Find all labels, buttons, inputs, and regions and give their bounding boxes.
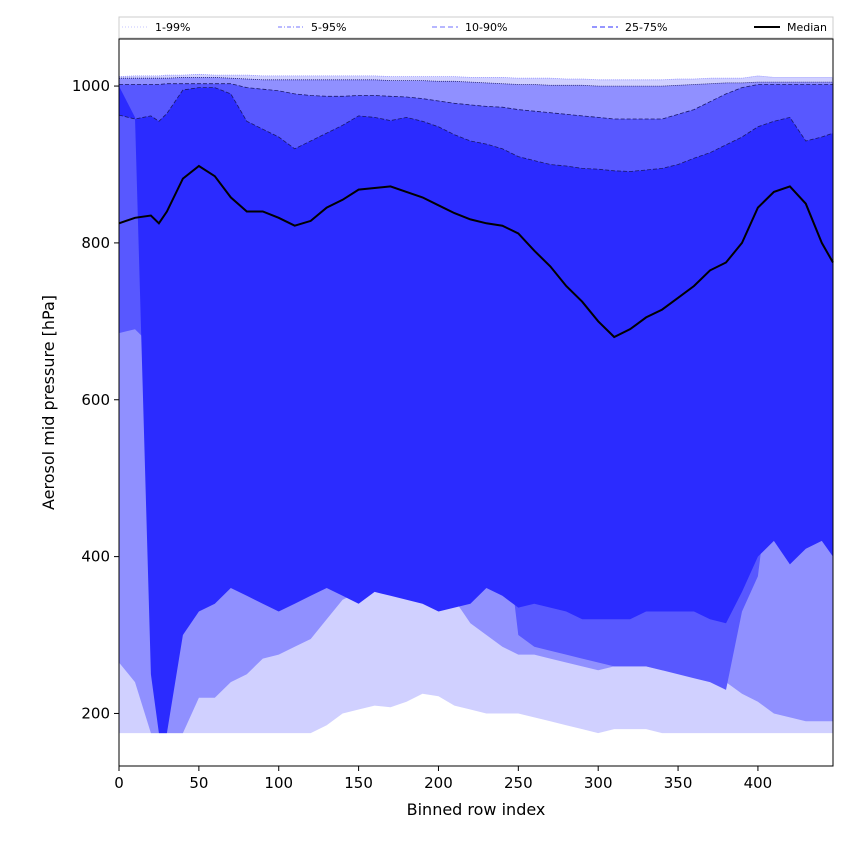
x-tick-label-100: 100 — [264, 774, 293, 792]
x-tick-label-350: 350 — [664, 774, 693, 792]
y-tick-label-200: 200 — [81, 704, 110, 722]
y-tick-label-1000: 1000 — [72, 77, 110, 95]
band-area-3 — [119, 86, 833, 734]
x-axis: 0 50 100 150 200 250 300 350 400 — [114, 766, 772, 792]
legend-box — [118, 16, 834, 39]
band-edge-2 — [119, 83, 833, 120]
x-tick-label-200: 200 — [424, 774, 453, 792]
y-tick-label-600: 600 — [81, 391, 110, 409]
y-tick-label-800: 800 — [81, 234, 110, 252]
band-edge-0 — [118, 73, 833, 81]
legend-label-3: 25-75% — [625, 21, 667, 34]
y-axis-title: Aerosol mid pressure [hPa] — [39, 295, 58, 510]
median-line — [118, 164, 834, 339]
x-tick-label-150: 150 — [344, 774, 373, 792]
x-tick-label-0: 0 — [114, 774, 124, 792]
x-tick-label-250: 250 — [504, 774, 533, 792]
legend-label-4: Median — [787, 21, 827, 34]
legend-label-2: 10-90% — [465, 21, 507, 34]
y-axis: 200 400 600 800 1000 — [72, 77, 119, 722]
median-layer — [118, 164, 834, 339]
legend-label-0: 1-99% — [155, 21, 190, 34]
bands-layer — [118, 73, 834, 734]
x-axis-title: Binned row index — [407, 800, 546, 819]
plot-frame — [118, 38, 834, 767]
x-tick-label-400: 400 — [744, 774, 773, 792]
x-tick-label-50: 50 — [189, 774, 208, 792]
y-tick-label-400: 400 — [81, 548, 110, 566]
legend-label-1: 5-95% — [311, 21, 346, 34]
legend: 1-99% 5-95% 10-90% 25-75% Median — [118, 16, 834, 39]
band-edge-1 — [119, 77, 833, 87]
x-tick-label-300: 300 — [584, 774, 613, 792]
